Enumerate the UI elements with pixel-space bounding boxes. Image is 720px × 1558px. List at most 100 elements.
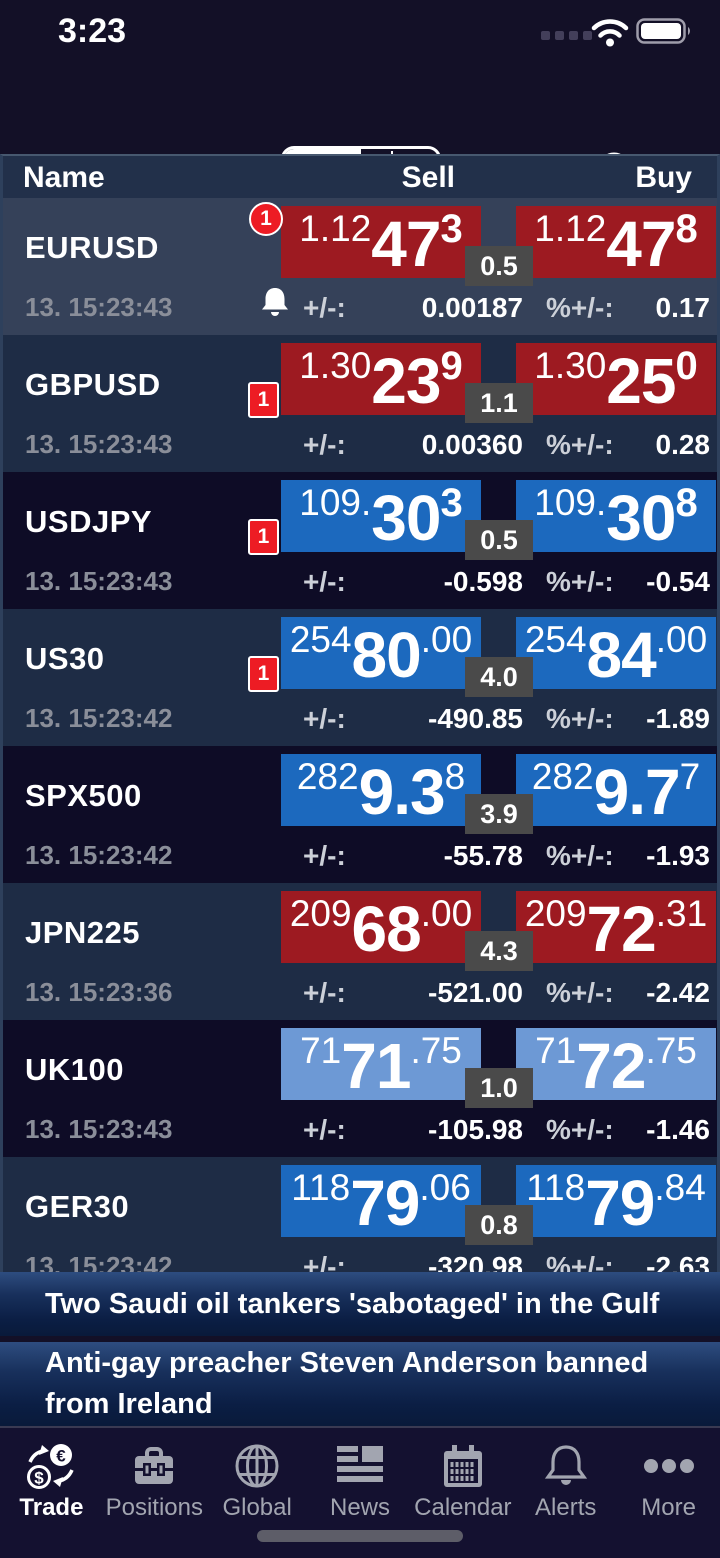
pct-value: -1.46: [646, 1114, 710, 1145]
spread-badge: 0.8: [465, 1205, 533, 1245]
news-icon: [337, 1446, 383, 1482]
sell-price-button[interactable]: 282 9.3 8: [281, 754, 481, 826]
symbol: EURUSD: [25, 230, 159, 265]
spread-badge: 0.5: [465, 246, 533, 286]
svg-text:€: €: [57, 1447, 67, 1466]
quote-row-us30[interactable]: US30 13. 15:23:42 1 254 80.00 4.0 254 84.0…: [3, 609, 717, 746]
alerts-icon: [544, 1445, 587, 1485]
tab-more[interactable]: More: [617, 1428, 720, 1558]
column-name: Name: [23, 161, 105, 194]
change-value: -490.85: [428, 703, 523, 734]
change-value: -0.598: [443, 566, 523, 597]
buy-price-button[interactable]: 254 84.00: [516, 617, 716, 689]
change-label: +/-:: [303, 1251, 346, 1272]
sell-price-button[interactable]: 118 79.06: [281, 1165, 481, 1237]
symbol: GER30: [25, 1189, 130, 1224]
buy-price-button[interactable]: 282 9.7 7: [516, 754, 716, 826]
tab-positions[interactable]: Positions: [103, 1428, 206, 1558]
spread-badge: 1.1: [465, 383, 533, 423]
sell-price-button[interactable]: 209 68.00: [281, 891, 481, 963]
quote-row-usdjpy[interactable]: USDJPY 13. 15:23:43 1 109. 30 3 0.5 109. 30…: [3, 472, 717, 609]
column-buy: Buy: [635, 161, 692, 194]
svg-text:$: $: [35, 1469, 45, 1488]
quotes-list: EURUSD 13. 15:23:43 1 1.12 47 3 0.5 1.12 47…: [0, 198, 720, 1272]
status-bar: 3:23: [0, 0, 720, 60]
tab-label: Trade: [19, 1494, 84, 1521]
pct-value: -0.54: [646, 566, 710, 597]
buy-price-button[interactable]: 1.30 25 0: [516, 343, 716, 415]
cellular-signal-icon: [541, 31, 592, 40]
quote-time: 13. 15:23:42: [25, 1251, 173, 1272]
alert-count-badge: 1: [248, 382, 279, 418]
tab-news[interactable]: News: [309, 1428, 412, 1558]
alert-count-badge: 1: [248, 519, 279, 555]
app-header: Net42549Demo: [0, 60, 720, 200]
symbol: GBPUSD: [25, 367, 161, 402]
change-label: +/-:: [303, 1114, 346, 1145]
bell-icon: [262, 288, 288, 316]
quote-row-spx500[interactable]: SPX500 13. 15:23:42 282 9.3 8 3.9 282 9.7 7 …: [3, 746, 717, 883]
buy-price-button[interactable]: 118 79.84: [516, 1165, 716, 1237]
quote-time: 13. 15:23:36: [25, 977, 173, 1007]
alert-count-badge: 1: [248, 656, 279, 692]
buy-price-button[interactable]: 1.12 47 8: [516, 206, 716, 278]
sell-price-button[interactable]: 109. 30 3: [281, 480, 481, 552]
tab-label: Positions: [105, 1494, 203, 1521]
symbol: JPN225: [25, 915, 141, 950]
pct-label: %+/-:: [546, 977, 614, 1008]
tab-calendar[interactable]: Calendar: [411, 1428, 514, 1558]
quote-row-uk100[interactable]: UK100 13. 15:23:43 71 71.75 1.0 71 72.75 +…: [3, 1020, 717, 1157]
tab-label: Calendar: [414, 1494, 512, 1521]
quote-row-eurusd[interactable]: EURUSD 13. 15:23:43 1 1.12 47 3 0.5 1.12 47…: [3, 198, 717, 335]
spread-badge: 4.0: [465, 657, 533, 697]
quote-time: 13. 15:23:43: [25, 1114, 173, 1144]
battery-icon: [636, 18, 690, 44]
buy-price-button[interactable]: 209 72.31: [516, 891, 716, 963]
tab-alerts[interactable]: Alerts: [514, 1428, 617, 1558]
change-value: -320.98: [428, 1251, 523, 1272]
change-value: -105.98: [428, 1114, 523, 1145]
sell-price-button[interactable]: 1.12 47 3: [281, 206, 481, 278]
quote-row-gbpusd[interactable]: GBPUSD 13. 15:23:43 1 1.30 23 9 1.1 1.30 25…: [3, 335, 717, 472]
news-headline[interactable]: Two Saudi oil tankers 'sabotaged' in the…: [0, 1272, 720, 1336]
column-sell: Sell: [401, 161, 455, 194]
home-indicator[interactable]: [257, 1530, 463, 1542]
quote-time: 13. 15:23:43: [25, 566, 173, 596]
sell-price-button[interactable]: 1.30 23 9: [281, 343, 481, 415]
quote-row-jpn225[interactable]: JPN225 13. 15:23:36 209 68.00 4.3 209 72.3…: [3, 883, 717, 1020]
change-value: -521.00: [428, 977, 523, 1008]
symbol: USDJPY: [25, 504, 153, 539]
pct-label: %+/-:: [546, 1114, 614, 1145]
global-icon: [235, 1444, 279, 1488]
trade-icon: € $: [27, 1444, 75, 1489]
news-headline[interactable]: Anti-gay preacher Steven Anderson banned…: [0, 1342, 720, 1426]
pct-value: -2.63: [646, 1251, 710, 1272]
quote-time: 13. 15:23:42: [25, 703, 173, 733]
wifi-icon: [591, 19, 629, 47]
quote-time: 13. 15:23:43: [25, 429, 173, 459]
tab-label: Alerts: [535, 1494, 597, 1521]
sell-price-button[interactable]: 254 80.00: [281, 617, 481, 689]
change-label: +/-:: [303, 566, 346, 597]
pct-label: %+/-:: [546, 292, 614, 323]
pct-label: %+/-:: [546, 703, 614, 734]
more-icon: [643, 1459, 694, 1473]
symbol: US30: [25, 641, 105, 676]
sell-price-button[interactable]: 71 71.75: [281, 1028, 481, 1100]
pct-label: %+/-:: [546, 1251, 614, 1272]
spread-badge: 3.9: [465, 794, 533, 834]
pct-value: -1.93: [646, 840, 710, 871]
tab-trade[interactable]: € $ Trade: [0, 1428, 103, 1558]
change-value: 0.00360: [421, 429, 523, 460]
buy-price-button[interactable]: 71 72.75: [516, 1028, 716, 1100]
quote-time: 13. 15:23:43: [25, 292, 173, 322]
change-label: +/-:: [303, 292, 346, 323]
change-value: 0.00187: [421, 292, 523, 323]
quote-row-ger30[interactable]: GER30 13. 15:23:42 118 79.06 0.8 118 79.84…: [3, 1157, 717, 1272]
pct-label: %+/-:: [546, 566, 614, 597]
pct-value: 0.17: [655, 292, 711, 323]
spread-badge: 1.0: [465, 1068, 533, 1108]
tab-label: News: [330, 1494, 391, 1521]
buy-price-button[interactable]: 109. 30 8: [516, 480, 716, 552]
tab-global[interactable]: Global: [206, 1428, 309, 1558]
